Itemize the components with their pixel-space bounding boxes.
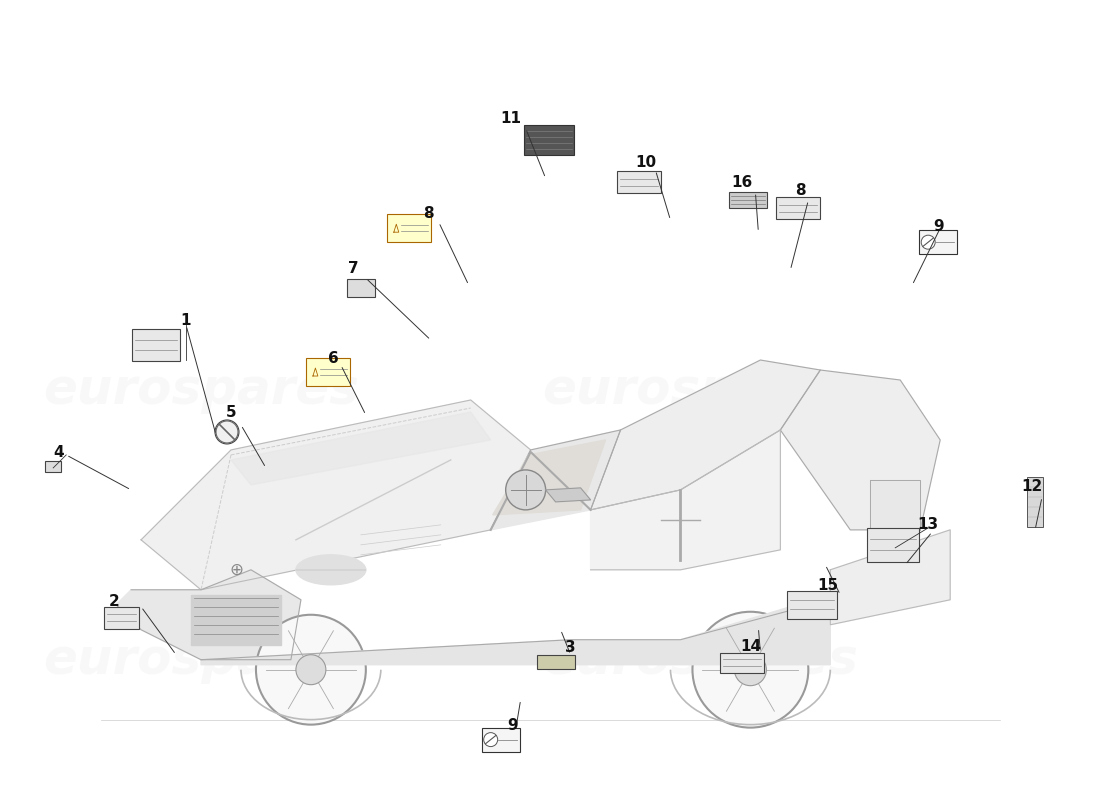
Bar (729, 192, 768, 208)
Polygon shape (780, 370, 940, 530)
Bar (788, 590, 837, 618)
Bar (524, 126, 573, 155)
Text: 4: 4 (53, 446, 64, 461)
Circle shape (693, 612, 808, 728)
Polygon shape (141, 400, 530, 590)
Text: 5: 5 (226, 406, 236, 421)
Bar (387, 214, 431, 242)
Text: 7: 7 (348, 261, 359, 276)
Circle shape (296, 654, 326, 685)
Text: 9: 9 (933, 218, 944, 234)
Polygon shape (191, 594, 280, 645)
Polygon shape (591, 360, 821, 510)
Text: 13: 13 (917, 518, 938, 532)
Polygon shape (201, 594, 830, 665)
Text: eurospares: eurospares (43, 366, 359, 414)
Text: eurospares: eurospares (542, 636, 858, 684)
Bar (103, 606, 139, 629)
Text: 9: 9 (507, 718, 518, 733)
Bar (482, 728, 519, 752)
Ellipse shape (296, 555, 366, 585)
Text: 16: 16 (732, 174, 754, 190)
Polygon shape (870, 480, 921, 530)
Bar (346, 279, 375, 297)
Text: 3: 3 (565, 640, 576, 655)
Text: 2: 2 (109, 594, 120, 610)
Bar (45, 462, 62, 473)
Text: 1: 1 (180, 313, 191, 327)
Bar (306, 358, 350, 386)
Polygon shape (546, 488, 591, 502)
Polygon shape (493, 440, 606, 515)
Bar (132, 329, 180, 361)
Circle shape (735, 654, 767, 686)
Circle shape (214, 420, 239, 444)
Bar (1027, 477, 1043, 527)
Text: 11: 11 (500, 111, 521, 126)
Text: 10: 10 (635, 154, 656, 170)
Text: eurospares: eurospares (542, 366, 858, 414)
Bar (617, 171, 660, 194)
Text: 6: 6 (329, 350, 339, 366)
Polygon shape (491, 430, 620, 530)
Circle shape (256, 614, 366, 725)
Text: 15: 15 (817, 578, 839, 594)
Bar (720, 653, 764, 673)
Text: 8: 8 (795, 182, 805, 198)
Polygon shape (231, 412, 491, 485)
Text: 14: 14 (740, 639, 761, 654)
Text: eurospares: eurospares (43, 636, 359, 684)
Text: 8: 8 (424, 206, 434, 221)
Bar (867, 528, 920, 562)
Polygon shape (591, 430, 780, 570)
Bar (537, 654, 574, 669)
Circle shape (506, 470, 546, 510)
Polygon shape (830, 530, 950, 625)
Bar (777, 198, 821, 219)
Circle shape (484, 733, 497, 746)
Text: 12: 12 (1022, 479, 1043, 494)
Polygon shape (117, 570, 301, 660)
Text: ⊕: ⊕ (229, 561, 243, 579)
Bar (920, 230, 957, 254)
Circle shape (921, 235, 935, 249)
